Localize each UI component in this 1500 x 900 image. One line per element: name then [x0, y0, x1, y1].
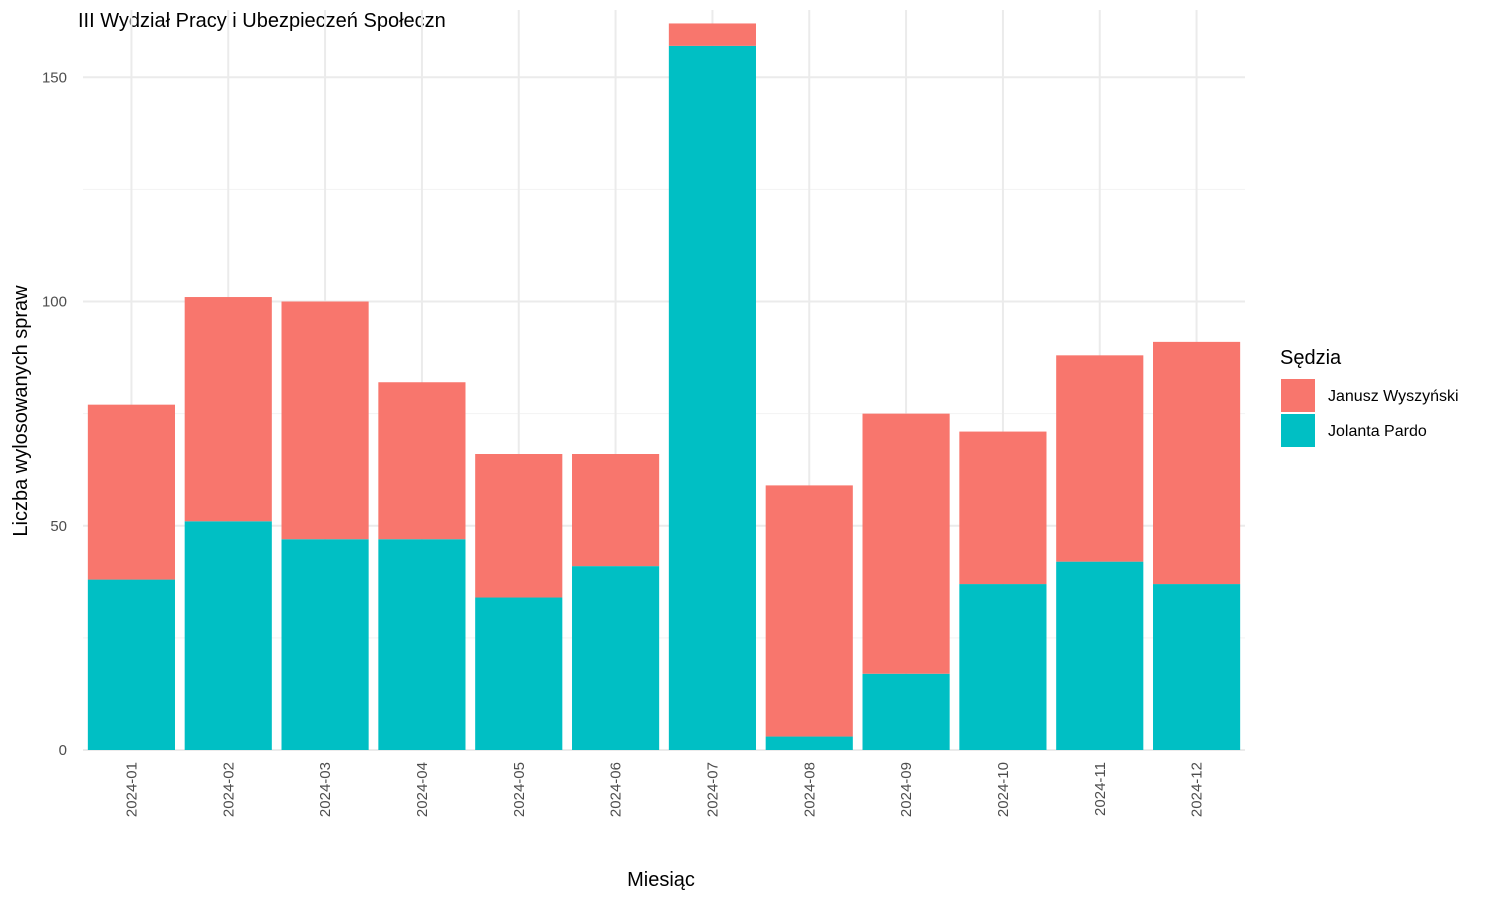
x-tick-label: 2024-05: [511, 762, 528, 817]
bar-jolanta-pardo-2024-04: [378, 539, 466, 750]
bar-jolanta-pardo-2024-03: [281, 539, 369, 750]
bar-jolanta-pardo-2024-07: [668, 45, 756, 751]
x-tick-label: 2024-04: [414, 762, 431, 817]
y-tick-label: 0: [59, 742, 67, 759]
legend-key: [1281, 379, 1315, 412]
bar-jolanta-pardo-2024-01: [87, 579, 175, 750]
chart-title: III Wydział Pracy i Ubezpieczeń Społeczn: [78, 10, 446, 32]
bar-jolanta-pardo-2024-11: [1056, 561, 1144, 750]
x-tick-label: 2024-08: [801, 762, 818, 817]
bar-jolanta-pardo-2024-05: [475, 597, 563, 750]
legend: Sędzia Janusz Wyszyński Jolanta Pardo: [1280, 347, 1459, 447]
legend-key: [1281, 414, 1315, 447]
y-tick-label: 150: [42, 69, 67, 86]
bar-janusz-wyszyński-2024-05: [475, 454, 563, 598]
bars: [87, 23, 1241, 751]
bar-jolanta-pardo-2024-08: [765, 736, 853, 750]
bar-janusz-wyszyński-2024-07: [668, 23, 756, 46]
x-tick-label: 2024-07: [704, 762, 721, 817]
bar-janusz-wyszyński-2024-03: [281, 301, 369, 540]
x-tick-label: 2024-11: [1092, 762, 1109, 816]
x-tick-label: 2024-10: [995, 762, 1012, 817]
bar-jolanta-pardo-2024-12: [1153, 584, 1241, 750]
bar-jolanta-pardo-2024-09: [862, 673, 950, 750]
x-tick-label: 2024-02: [220, 762, 237, 817]
legend-label: Janusz Wyszyński: [1328, 388, 1459, 405]
bar-janusz-wyszyński-2024-04: [378, 382, 466, 540]
x-axis-ticks: 2024-01 2024-02 2024-03 2024-04 2024-05 2024-…: [123, 762, 1205, 817]
y-axis-title: Liczba wylosowanych spraw: [10, 285, 32, 537]
y-axis-ticks: 0 50 100 150: [42, 69, 67, 759]
bar-jolanta-pardo-2024-10: [959, 584, 1047, 750]
bar-janusz-wyszyński-2024-09: [862, 413, 950, 674]
bar-janusz-wyszyński-2024-11: [1056, 355, 1144, 562]
bar-janusz-wyszyński-2024-02: [184, 297, 272, 522]
bar-janusz-wyszyński-2024-10: [959, 431, 1047, 585]
bar-janusz-wyszyński-2024-12: [1153, 341, 1241, 585]
bar-janusz-wyszyński-2024-01: [87, 404, 175, 580]
x-axis-title: Miesiąc: [627, 869, 695, 891]
y-tick-label: 50: [50, 518, 67, 535]
x-tick-label: 2024-06: [608, 762, 625, 817]
x-tick-label: 2024-03: [317, 762, 334, 817]
bar-janusz-wyszyński-2024-08: [765, 485, 853, 737]
bar-janusz-wyszyński-2024-06: [572, 454, 660, 567]
x-tick-label: 2024-09: [898, 762, 915, 817]
legend-title: Sędzia: [1280, 347, 1342, 369]
legend-label: Jolanta Pardo: [1328, 423, 1427, 440]
bar-jolanta-pardo-2024-02: [184, 521, 272, 750]
bar-jolanta-pardo-2024-06: [572, 566, 660, 750]
y-tick-label: 100: [42, 294, 67, 311]
x-tick-label: 2024-12: [1189, 762, 1206, 817]
x-tick-label: 2024-01: [123, 762, 140, 817]
